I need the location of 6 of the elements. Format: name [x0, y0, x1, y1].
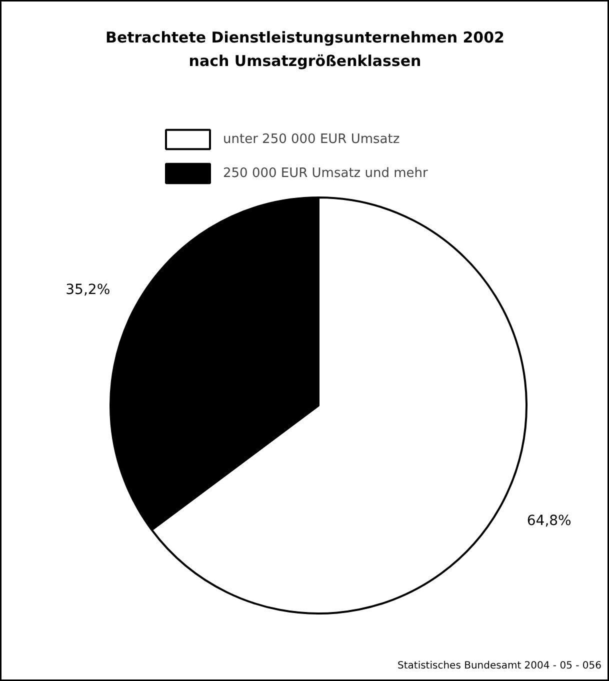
legend-label: 250 000 EUR Umsatz und mehr	[223, 166, 428, 180]
chart-title: Betrachtete Dienstleistungsunternehmen 2002 nach Umsatzgrößenklassen	[106, 28, 504, 70]
data-label: 64,8%	[526, 513, 572, 530]
text: Statistisches Bundesamt 2004 - 05 - 056	[398, 660, 602, 672]
legend-label: unter 250 000 EUR Umsatz	[223, 132, 400, 146]
data-label: 35,2%	[66, 282, 110, 298]
